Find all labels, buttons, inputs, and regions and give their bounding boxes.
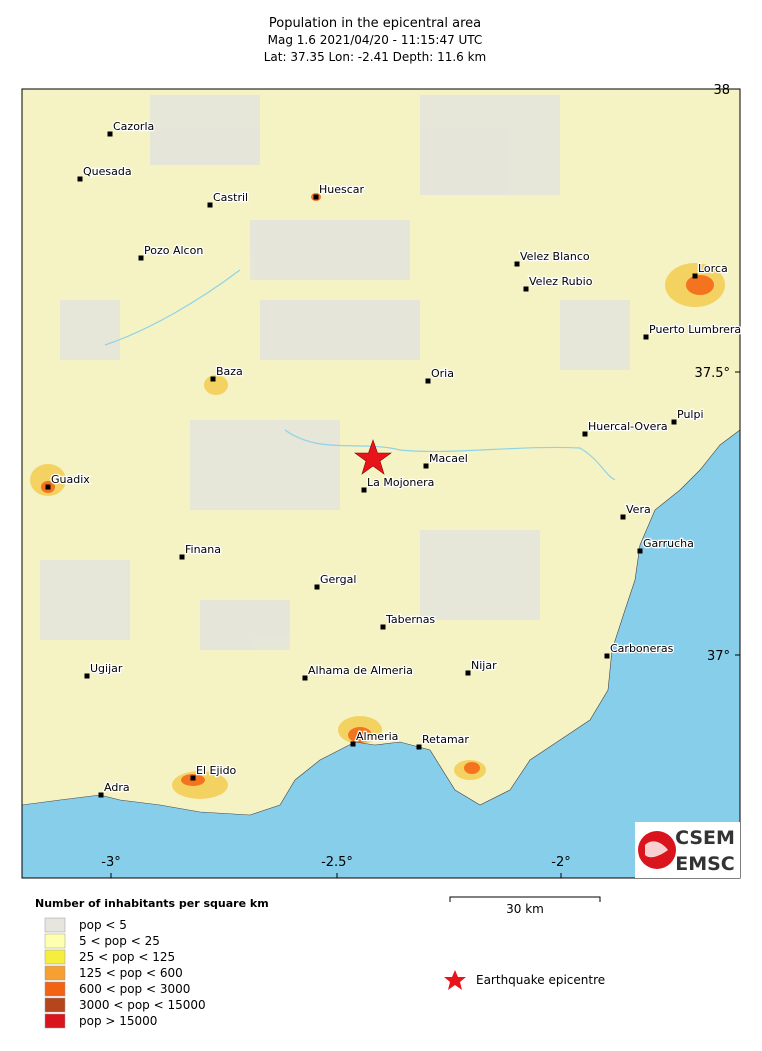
legend-swatch <box>44 981 66 997</box>
town-marker <box>179 554 185 560</box>
town-label: Vera <box>626 503 651 516</box>
town-label: Retamar <box>422 733 469 746</box>
town-label: El Ejido <box>196 764 237 777</box>
legend-label: 600 < pop < 3000 <box>79 982 190 996</box>
town-marker <box>190 775 196 781</box>
town-label: Cazorla <box>113 120 154 133</box>
town-marker <box>210 376 216 382</box>
legend-label: pop < 5 <box>79 918 127 932</box>
town-marker <box>620 514 626 520</box>
town-label: Velez Blanco <box>520 250 590 263</box>
town-marker <box>643 334 649 340</box>
legend: pop < 5 5 < pop < 25 25 < pop < 125 125 < p… <box>44 917 206 1029</box>
town-marker <box>692 273 698 279</box>
town-marker <box>671 419 677 425</box>
logo-top: CSEM <box>675 827 735 849</box>
town-label: Pulpi <box>677 408 704 421</box>
town-label: Huescar <box>319 183 365 196</box>
town-marker <box>423 463 429 469</box>
town-marker <box>425 378 431 384</box>
towns: Cazorla Quesada Castril Huescar Pozo Alcon Ve… <box>45 119 742 798</box>
logo-bottom: EMSC <box>675 853 735 875</box>
legend-label: 5 < pop < 25 <box>79 934 160 948</box>
town-marker <box>207 202 213 208</box>
town-label: Nijar <box>471 659 497 672</box>
town-label: Castril <box>213 191 248 204</box>
town-label: Almeria <box>356 730 398 743</box>
town-marker <box>45 484 51 490</box>
town-marker <box>514 261 520 267</box>
town-marker <box>523 286 529 292</box>
town-label: Tabernas <box>385 613 435 626</box>
town-label: Velez Rubio <box>529 275 593 288</box>
town-label: La Mojonera <box>367 476 434 489</box>
scale-label: 30 km <box>506 902 544 916</box>
town-label: Baza <box>216 365 243 378</box>
logo: CSEM EMSC <box>635 822 740 878</box>
town-label: Oria <box>431 367 454 380</box>
town-label: Huercal-Overa <box>588 420 668 433</box>
lon-tick-label: -2.5° <box>321 855 353 870</box>
town-label: Finana <box>185 543 221 556</box>
epicentre-star <box>354 439 392 475</box>
town-marker <box>350 741 356 747</box>
town-label: Guadix <box>51 473 90 486</box>
legend-swatch <box>44 917 66 933</box>
town-marker <box>107 131 113 137</box>
ticks: -3° -2.5° -2° 38 37.5° 37° <box>101 83 740 878</box>
scale-bar: 30 km <box>449 896 601 916</box>
town-marker <box>138 255 144 261</box>
town-label: Carboneras <box>610 642 674 655</box>
legend-label: 25 < pop < 125 <box>79 950 175 964</box>
town-marker <box>84 673 90 679</box>
legend-label: 125 < pop < 600 <box>79 966 183 980</box>
town-marker <box>314 584 320 590</box>
map-area <box>22 89 740 878</box>
town-marker <box>380 624 386 630</box>
lat-tick-label: 38 <box>713 83 730 98</box>
town-marker <box>98 792 104 798</box>
town-marker <box>361 487 367 493</box>
lon-tick-label: -2° <box>551 855 570 870</box>
town-label: Macael <box>429 452 468 465</box>
legend-swatch <box>44 933 66 949</box>
town-marker <box>77 176 83 182</box>
legend-title: Number of inhabitants per square km <box>35 897 269 910</box>
legend-swatch <box>44 997 66 1013</box>
town-label: Puerto Lumbrera <box>649 323 741 336</box>
legend-swatch <box>44 965 66 981</box>
town-label: Alhama de Almeria <box>308 664 413 677</box>
town-marker <box>582 431 588 437</box>
legend-label: 3000 < pop < 15000 <box>79 998 206 1012</box>
town-label: Adra <box>104 781 130 794</box>
legend-swatch <box>44 949 66 965</box>
map-frame <box>21 88 741 879</box>
town-marker <box>637 548 643 554</box>
town-marker <box>465 670 471 676</box>
town-label: Pozo Alcon <box>144 244 203 257</box>
legend-star <box>444 970 466 990</box>
town-marker <box>416 744 422 750</box>
town-label: Lorca <box>698 262 728 275</box>
lat-tick-label: 37° <box>707 649 730 664</box>
legend-swatch <box>44 1013 66 1029</box>
town-marker <box>604 653 610 659</box>
town-label: Gergal <box>320 573 356 586</box>
lat-tick-label: 37.5° <box>695 366 730 381</box>
town-label: Garrucha <box>643 537 694 550</box>
town-label: Ugijar <box>90 662 123 675</box>
title: Population in the epicentral area <box>269 16 481 31</box>
epicentre-label: Earthquake epicentre <box>476 973 605 987</box>
town-marker <box>313 194 319 200</box>
town-label: Quesada <box>83 165 132 178</box>
subtitle: Mag 1.6 2021/04/20 - 11:15:47 UTC <box>268 33 483 47</box>
subtitle: Lat: 37.35 Lon: -2.41 Depth: 11.6 km <box>264 50 487 64</box>
town-marker <box>302 675 308 681</box>
legend-label: pop > 15000 <box>79 1014 157 1028</box>
lon-tick-label: -3° <box>101 855 120 870</box>
